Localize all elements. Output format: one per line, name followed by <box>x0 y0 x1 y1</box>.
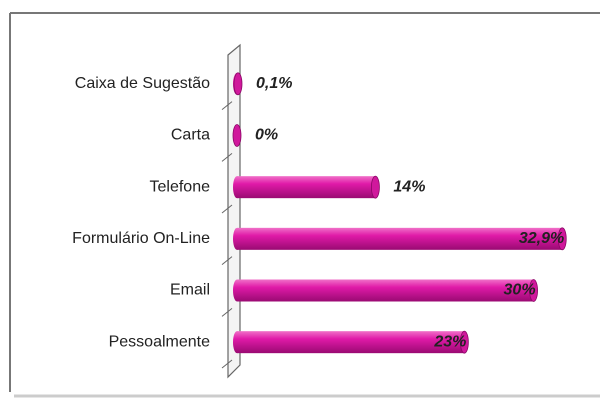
tick-mark <box>221 152 233 162</box>
tick-mark <box>221 204 233 214</box>
y-tick-label: Caixa de Sugestão <box>75 75 210 92</box>
y-tick-label: Telefone <box>150 178 211 195</box>
bar-start-cap <box>233 227 241 250</box>
bar <box>237 227 563 250</box>
bar-start-cap <box>233 176 241 199</box>
bar <box>237 176 376 199</box>
value-label: 0% <box>255 127 278 144</box>
bar-start-cap <box>233 279 241 302</box>
bar <box>237 279 534 302</box>
bar-end-cap <box>557 227 567 251</box>
bar-end-cap <box>529 279 538 302</box>
value-label: 14% <box>393 178 425 195</box>
bar-end-cap <box>232 124 242 147</box>
plot-area: Caixa de Sugestão 0,1% Carta 0% Telefone 14% F… <box>72 72 567 369</box>
tick-mark <box>221 256 233 266</box>
value-label: 23% <box>433 333 466 350</box>
y-tick-label: Pessoalmente <box>109 333 210 350</box>
bar-end-cap <box>233 72 243 96</box>
value-label: 0,1% <box>256 75 292 92</box>
bar-end-cap <box>459 330 469 354</box>
y-tick-label: Carta <box>171 127 210 144</box>
tick-mark <box>221 101 233 111</box>
tick-mark <box>221 307 233 317</box>
bar-start-cap <box>233 331 241 354</box>
value-label: 32,9% <box>519 230 564 247</box>
tick-mark <box>221 359 233 369</box>
y-tick-label: Formulário On-Line <box>72 230 210 247</box>
bar <box>237 331 465 354</box>
value-label: 30% <box>504 282 536 299</box>
y-tick-label: Email <box>170 282 210 299</box>
bar-end-cap <box>370 175 380 199</box>
